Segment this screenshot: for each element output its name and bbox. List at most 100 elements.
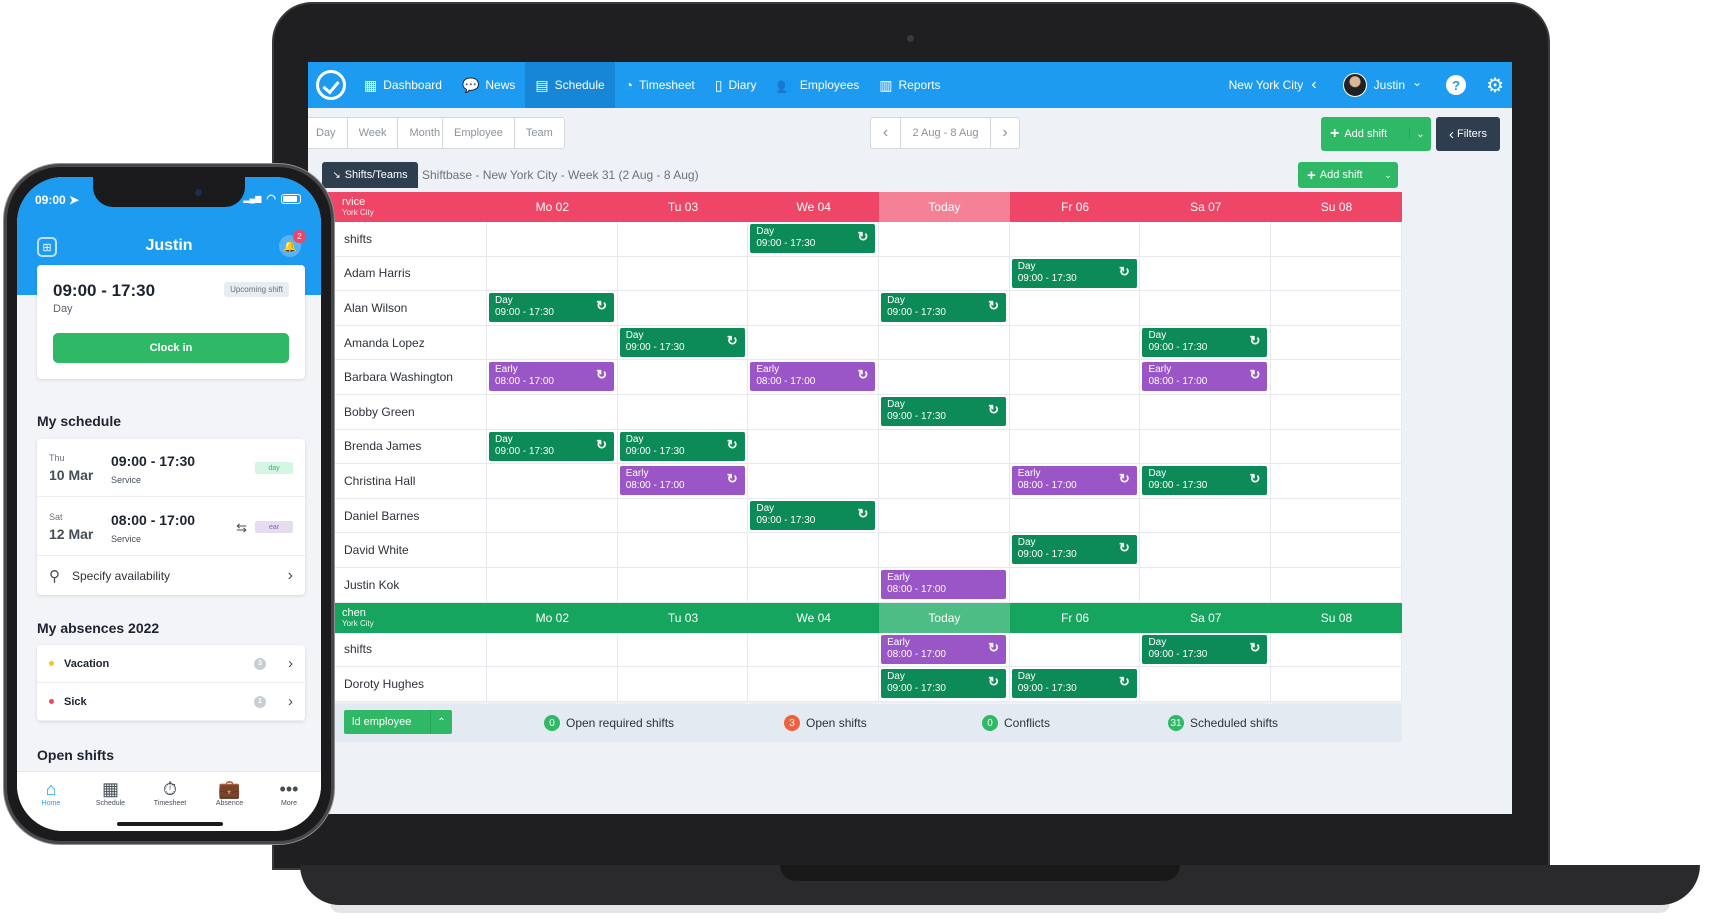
schedule-cell[interactable] bbox=[618, 498, 749, 533]
schedule-cell[interactable] bbox=[1140, 667, 1272, 701]
shift-block[interactable]: Early 08:00 - 17:00 ↻ bbox=[489, 362, 614, 392]
shift-block[interactable]: Day 09:00 - 17:30 ↻ bbox=[1011, 669, 1137, 699]
schedule-cell[interactable] bbox=[1271, 533, 1402, 567]
schedule-cell[interactable] bbox=[1010, 498, 1141, 533]
employee-name[interactable]: Christina Hall bbox=[322, 464, 487, 498]
schedule-cell[interactable] bbox=[1140, 498, 1272, 533]
repeat-icon[interactable]: ↻ bbox=[1249, 332, 1261, 348]
schedule-cell[interactable] bbox=[1271, 464, 1402, 498]
employee-name[interactable]: Alan Wilson bbox=[322, 291, 487, 325]
schedule-cell[interactable] bbox=[618, 291, 749, 325]
shift-block[interactable]: Day 09:00 - 17:30 ↻ bbox=[1011, 258, 1137, 288]
repeat-icon[interactable]: ↻ bbox=[726, 436, 738, 452]
schedule-cell[interactable]: Day 09:00 - 17:30 ↻ bbox=[748, 222, 880, 256]
location-selector[interactable]: New York City ‹ bbox=[1219, 76, 1343, 94]
schedule-cell[interactable] bbox=[487, 222, 618, 256]
repeat-icon[interactable]: ↻ bbox=[1249, 639, 1261, 655]
schedule-cell[interactable] bbox=[748, 291, 880, 325]
schedule-cell[interactable] bbox=[1271, 291, 1402, 325]
schedule-cell[interactable] bbox=[1010, 222, 1141, 256]
repeat-icon[interactable]: ↻ bbox=[857, 229, 869, 244]
repeat-icon[interactable]: ↻ bbox=[988, 402, 1000, 417]
shift-block[interactable]: Day 09:00 - 17:30 ↻ bbox=[1142, 466, 1268, 496]
shift-block[interactable]: Day 09:00 - 17:30 ↻ bbox=[881, 397, 1007, 426]
filters-button[interactable]: ‹ Filters bbox=[1436, 117, 1500, 151]
schedule-cell[interactable]: Early 08:00 - 17:00 ↻ bbox=[1140, 360, 1272, 394]
employee-name[interactable]: Barbara Washington bbox=[322, 360, 487, 394]
schedule-cell[interactable] bbox=[618, 533, 749, 567]
schedule-cell[interactable]: Early 08:00 - 17:00 ↻ bbox=[748, 360, 880, 394]
shift-block[interactable]: Early 08:00 - 17:00 bbox=[881, 570, 1007, 599]
shift-block[interactable]: Early 08:00 - 17:00 ↻ bbox=[881, 634, 1007, 664]
tab-absence[interactable]: 💼 Absence bbox=[200, 778, 260, 807]
shift-block[interactable]: Day 09:00 - 17:30 ↻ bbox=[1142, 634, 1268, 664]
schedule-cell[interactable]: Early 08:00 - 17:00 bbox=[879, 568, 1010, 602]
absence-sick[interactable]: Sick 1 › bbox=[37, 683, 305, 721]
schedule-cell[interactable]: Day 09:00 - 17:30 ↻ bbox=[618, 429, 749, 464]
repeat-icon[interactable]: ↻ bbox=[988, 674, 1000, 690]
repeat-icon[interactable]: ↻ bbox=[726, 471, 738, 487]
app-logo[interactable] bbox=[308, 62, 354, 108]
absence-vacation[interactable]: Vacation 3 › bbox=[37, 645, 305, 683]
schedule-cell[interactable] bbox=[748, 429, 880, 464]
schedule-cell[interactable] bbox=[748, 533, 880, 567]
schedule-cell[interactable] bbox=[1271, 667, 1402, 701]
schedule-cell[interactable] bbox=[487, 568, 618, 602]
chevron-down-icon[interactable]: ⌄ bbox=[1384, 169, 1392, 180]
repeat-icon[interactable]: ↻ bbox=[596, 367, 607, 383]
shift-block[interactable]: Day 09:00 - 17:30 ↻ bbox=[619, 431, 745, 461]
repeat-icon[interactable]: ↻ bbox=[988, 639, 1000, 655]
schedule-cell[interactable] bbox=[748, 325, 880, 360]
schedule-cell[interactable] bbox=[487, 498, 618, 533]
schedule-cell[interactable] bbox=[1140, 533, 1272, 567]
schedule-cell[interactable] bbox=[487, 395, 618, 429]
shift-block[interactable]: Early 08:00 - 17:00 ↻ bbox=[619, 466, 745, 496]
tab-more[interactable]: ••• More bbox=[259, 778, 319, 807]
employee-name[interactable]: shifts bbox=[322, 222, 487, 256]
schedule-cell[interactable] bbox=[487, 325, 618, 360]
schedule-cell[interactable] bbox=[1140, 429, 1272, 464]
shift-block[interactable]: Early 08:00 - 17:00 ↻ bbox=[1011, 466, 1137, 496]
employee-name[interactable]: Brenda James bbox=[322, 429, 487, 464]
employee-name[interactable]: Justin Kok bbox=[322, 568, 487, 602]
group-team-button[interactable]: Team bbox=[525, 127, 553, 139]
nav-item-news[interactable]: 💬 News bbox=[452, 62, 525, 108]
employee-name[interactable]: Adam Harris bbox=[322, 256, 487, 291]
schedule-cell[interactable] bbox=[487, 632, 618, 667]
schedule-cell[interactable] bbox=[1271, 568, 1402, 602]
repeat-icon[interactable]: ↻ bbox=[1118, 263, 1130, 279]
bell-icon[interactable]: 🔔 2 bbox=[279, 230, 306, 257]
view-day-button[interactable]: Day bbox=[308, 118, 348, 148]
schedule-cell[interactable] bbox=[618, 395, 749, 429]
employee-name[interactable]: Daniel Barnes bbox=[322, 498, 487, 533]
schedule-cell[interactable] bbox=[618, 360, 749, 394]
schedule-cell[interactable]: Day 09:00 - 17:30 ↻ bbox=[618, 325, 749, 360]
schedule-cell[interactable] bbox=[1271, 498, 1402, 533]
schedule-cell[interactable] bbox=[1271, 632, 1402, 667]
schedule-cell[interactable] bbox=[879, 533, 1010, 567]
employee-name[interactable]: Amanda Lopez bbox=[322, 325, 487, 360]
user-menu[interactable]: Justin ⌄ bbox=[1342, 73, 1446, 97]
schedule-cell[interactable] bbox=[1010, 632, 1141, 667]
schedule-cell[interactable] bbox=[879, 498, 1010, 533]
schedule-cell[interactable] bbox=[618, 222, 749, 256]
shift-block[interactable]: Day 09:00 - 17:30 ↻ bbox=[881, 669, 1007, 699]
schedule-cell[interactable] bbox=[487, 533, 618, 567]
shift-block[interactable]: Early 08:00 - 17:00 ↻ bbox=[750, 362, 876, 392]
repeat-icon[interactable]: ↻ bbox=[1118, 471, 1130, 487]
schedule-cell[interactable]: Day 09:00 - 17:30 ↻ bbox=[1140, 632, 1272, 667]
schedule-cell[interactable] bbox=[1271, 360, 1402, 394]
gear-icon[interactable]: ⚙ bbox=[1486, 74, 1504, 97]
schedule-cell[interactable] bbox=[748, 667, 880, 701]
repeat-icon[interactable]: ↻ bbox=[857, 367, 869, 383]
repeat-icon[interactable]: ↻ bbox=[1118, 674, 1130, 690]
chevron-down-icon[interactable]: ⌄ bbox=[1409, 128, 1431, 140]
schedule-cell[interactable]: Day 09:00 - 17:30 ↻ bbox=[879, 395, 1010, 429]
employee-name[interactable]: David White bbox=[322, 533, 487, 567]
employee-name[interactable]: Doroty Hughes bbox=[322, 667, 487, 701]
schedule-cell[interactable]: Day 09:00 - 17:30 ↻ bbox=[1010, 256, 1141, 291]
repeat-icon[interactable]: ↻ bbox=[857, 505, 869, 521]
schedule-cell[interactable]: Day 09:00 - 17:30 ↻ bbox=[1140, 325, 1272, 360]
shift-block[interactable]: Day 09:00 - 17:30 ↻ bbox=[619, 327, 745, 357]
help-icon[interactable]: ? bbox=[1446, 75, 1467, 95]
